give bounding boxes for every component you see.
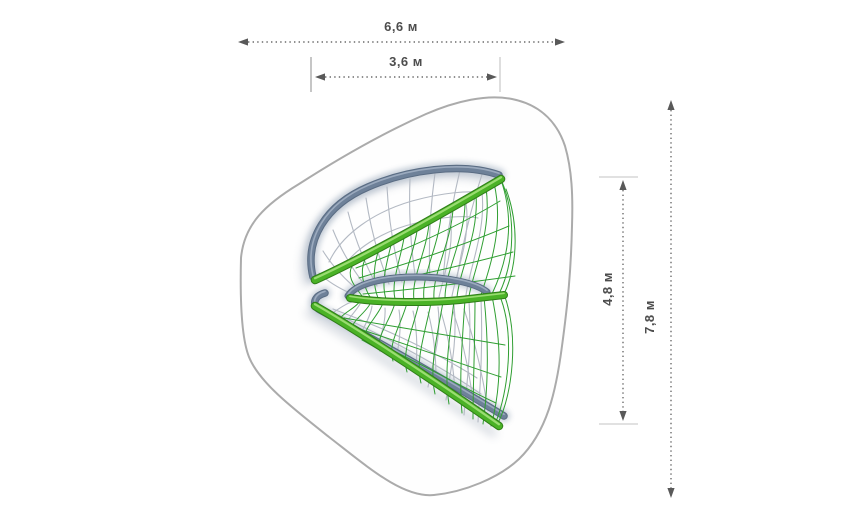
green-tube	[349, 292, 505, 302]
dimension-label-inner-height: 4,8 м	[600, 272, 615, 306]
arrow-up-icon	[619, 180, 627, 190]
net-line	[413, 223, 430, 301]
net-line	[349, 325, 502, 378]
net-line	[433, 208, 454, 300]
net-line	[456, 194, 477, 298]
net-line	[494, 293, 510, 425]
top-ring-steel-tube	[307, 164, 503, 281]
green-tube	[311, 175, 505, 284]
arrow-down-icon	[667, 488, 675, 498]
arrow-left-icon	[315, 73, 325, 81]
middle-ring-green-tube	[346, 291, 508, 307]
green-tube	[313, 303, 501, 426]
net-line	[423, 215, 442, 301]
net-line	[332, 308, 478, 379]
dimension-label-overall-width: 6,6 м	[384, 19, 418, 34]
net-line	[498, 181, 513, 295]
arrow-right-icon	[487, 73, 497, 81]
dimension-overall-height	[667, 100, 675, 498]
net-line	[365, 197, 390, 285]
net-line	[328, 191, 488, 263]
dimension-label-overall-height: 7,8 м	[642, 300, 657, 334]
net-line	[402, 230, 418, 301]
net-line	[480, 182, 499, 296]
arrow-up-icon	[667, 100, 675, 110]
dimension-overall-width	[238, 38, 565, 46]
steel-tube	[310, 166, 500, 277]
net-line	[361, 305, 373, 332]
net-line	[490, 295, 500, 427]
net-line	[444, 201, 466, 299]
net-line	[355, 200, 501, 269]
dimension-inner-height	[599, 176, 638, 425]
dimension-inner-width	[310, 57, 501, 92]
net-line	[386, 186, 403, 283]
green-tube	[313, 176, 503, 280]
arrow-right-icon	[555, 38, 565, 46]
dimension-label-inner-width: 3,6 м	[389, 54, 423, 69]
middle-ring-steel-tube	[344, 273, 491, 300]
top-ring-green-tube	[310, 174, 506, 285]
net-structure	[301, 162, 516, 437]
arrow-left-icon	[238, 38, 248, 46]
net-line	[393, 237, 405, 300]
net-line	[503, 188, 516, 295]
net-line	[362, 275, 516, 295]
net-line	[358, 225, 510, 279]
net-line	[491, 179, 510, 295]
net-line	[349, 265, 363, 297]
net-line	[343, 317, 506, 346]
net-line	[428, 172, 436, 282]
net-line	[361, 258, 371, 298]
steel-tube	[347, 274, 488, 296]
bottom-ring-green-tube	[310, 301, 504, 431]
steel-tube	[345, 274, 490, 299]
net-line	[338, 314, 482, 395]
net-line	[383, 244, 392, 300]
shadow	[305, 309, 497, 437]
net-line	[497, 293, 514, 424]
safety-zone-outline	[239, 96, 574, 497]
net-line	[451, 202, 468, 297]
top-net-green	[349, 179, 516, 301]
green-tube	[311, 302, 503, 430]
green-tube	[347, 292, 507, 306]
net-line	[373, 251, 379, 299]
arrow-down-icon	[619, 411, 627, 421]
net-line	[442, 169, 461, 283]
